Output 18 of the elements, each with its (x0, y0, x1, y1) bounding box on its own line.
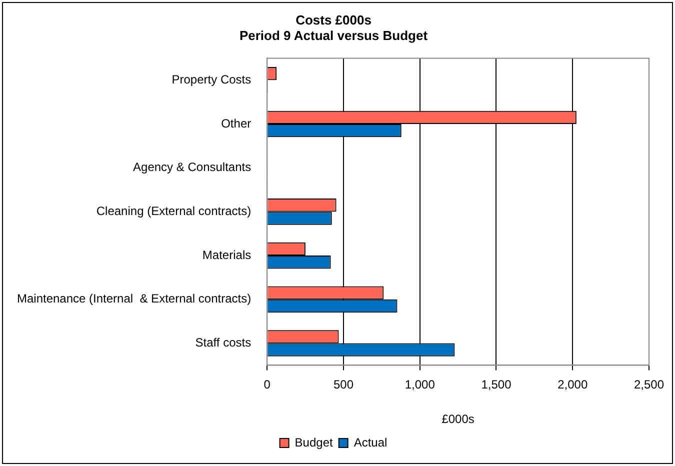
x-tick-label: 2,000 (558, 378, 588, 392)
x-tick-label: 1,500 (481, 378, 512, 392)
legend-label: Budget (294, 435, 334, 450)
x-tick-label: 1,000 (404, 378, 436, 392)
y-tick-label: Cleaning (External contracts) (96, 204, 252, 218)
x-tick-label: 0 (264, 378, 271, 392)
y-tick-label: Materials (202, 248, 252, 262)
y-tick-label: Maintenance (Internal & External contracts) (16, 292, 252, 306)
x-tick-label: 500 (333, 378, 354, 392)
x-tick-label: 2,500 (634, 378, 664, 392)
chart-title: Costs £000s (296, 12, 372, 28)
y-tick-label: Other (221, 116, 252, 130)
y-tick-label: Property Costs (172, 72, 252, 86)
y-tick-label: Staff costs (195, 336, 252, 350)
legend-label: Actual (354, 435, 388, 450)
chart-subtitle: Period 9 Actual versus Budget (239, 28, 428, 43)
y-tick-label: Agency & Consultants (133, 160, 252, 174)
x-axis-title: £000s (442, 412, 474, 426)
